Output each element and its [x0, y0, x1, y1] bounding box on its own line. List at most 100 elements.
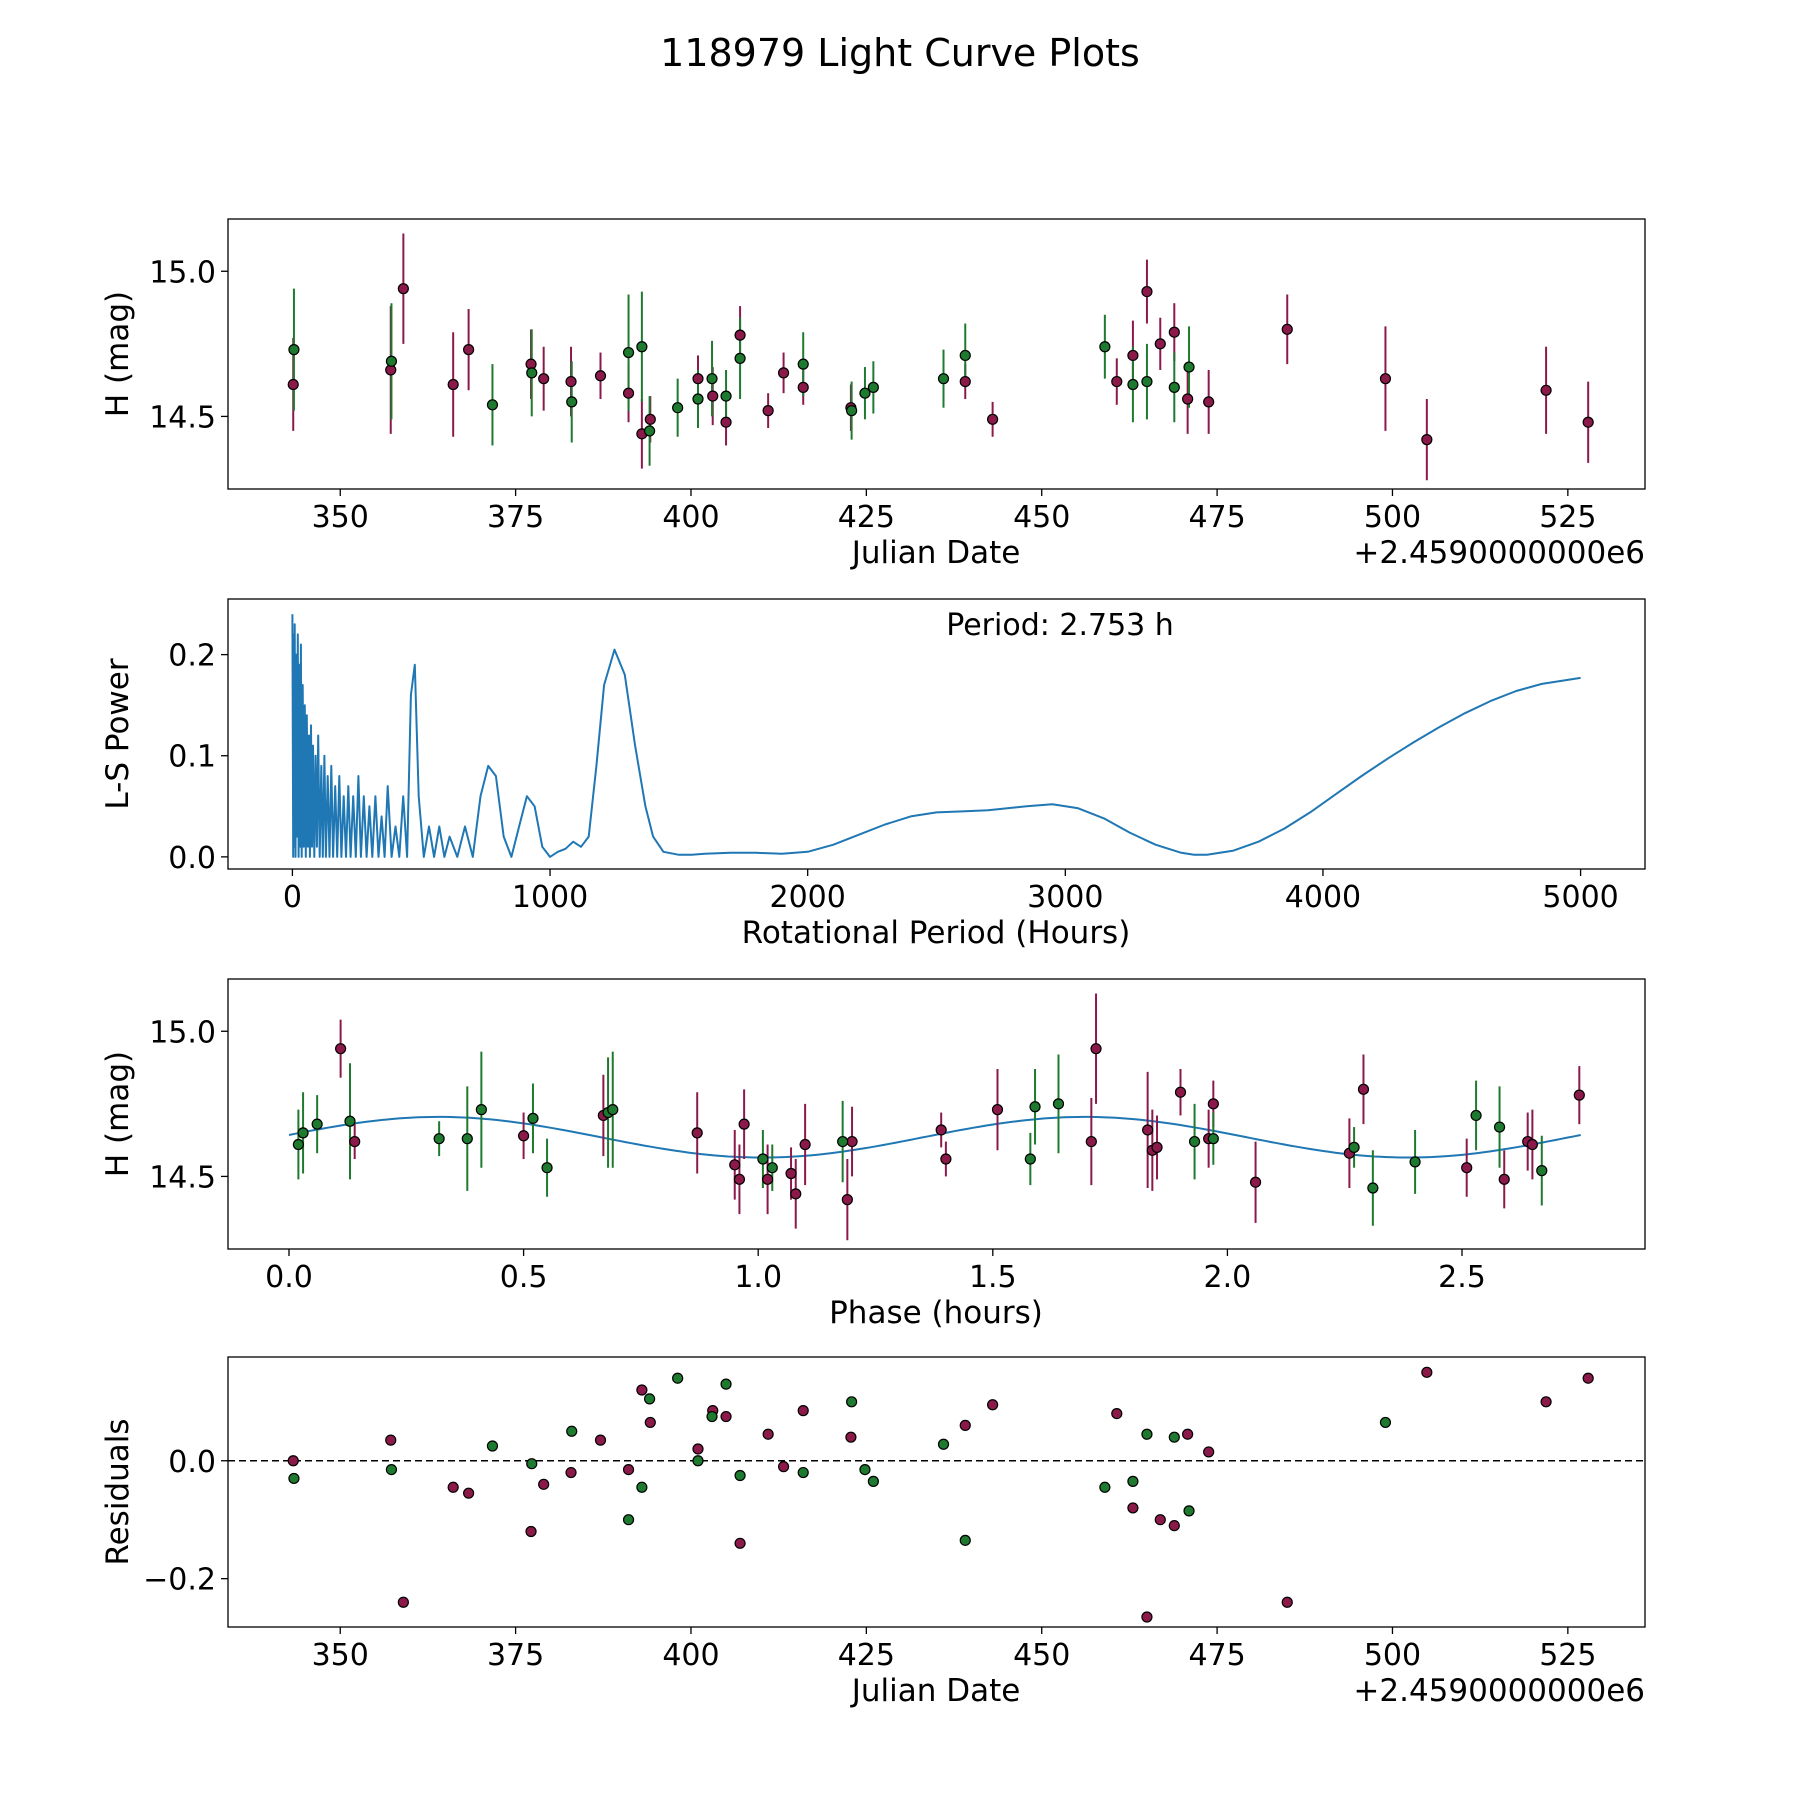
y-tick-label: 0.2 — [168, 639, 216, 674]
data-point — [1249, 1176, 1262, 1188]
data-point — [797, 358, 809, 370]
data-point — [1183, 361, 1195, 373]
x-tick-label: 425 — [838, 500, 895, 535]
data-point — [762, 405, 774, 417]
x-tick-label: 350 — [312, 1638, 369, 1673]
data-point — [1127, 349, 1139, 362]
residuals-panel: 350 375 400 425 450 475 500 525 −0.2 0.0 Julian Da… — [100, 1356, 1646, 1709]
data-point — [644, 413, 656, 425]
x-tick-label: 500 — [1364, 500, 1421, 535]
data-point — [867, 1475, 879, 1487]
data-point — [797, 1405, 809, 1417]
data-point — [433, 1133, 445, 1145]
x-tick-label: 2.0 — [1204, 1260, 1252, 1295]
data-point — [566, 1425, 578, 1437]
data-point — [594, 1434, 607, 1446]
data-point — [940, 1153, 952, 1165]
data-point — [1099, 1481, 1111, 1493]
data-point — [1127, 1502, 1139, 1514]
data-point — [1357, 1083, 1370, 1095]
data-point — [937, 1438, 950, 1450]
data-point — [292, 1138, 304, 1151]
data-point — [397, 283, 409, 295]
data-point — [1174, 1086, 1187, 1098]
data-point — [1168, 381, 1180, 393]
x-tick-label: 375 — [487, 1638, 544, 1673]
data-point — [385, 1434, 397, 1446]
data-point — [692, 393, 704, 405]
data-point — [757, 1153, 769, 1165]
data-point — [335, 1043, 347, 1055]
data-point — [1168, 326, 1180, 338]
data-point — [526, 367, 538, 379]
data-point — [517, 1130, 530, 1142]
x-tick-label: 475 — [1188, 500, 1245, 535]
x-tick-label: 2.5 — [1438, 1260, 1486, 1295]
data-point — [1168, 1520, 1180, 1532]
data-point — [287, 378, 299, 391]
data-point — [447, 1481, 459, 1493]
data-point — [297, 1127, 309, 1139]
data-point — [1379, 373, 1392, 385]
data-point — [1141, 285, 1153, 298]
data-point — [959, 375, 971, 388]
data-point — [1141, 1428, 1153, 1440]
data-point — [692, 373, 704, 385]
x-tick-label: 0 — [283, 880, 302, 915]
data-point — [738, 1118, 750, 1130]
y-tick-label: 15.0 — [149, 255, 216, 290]
x-axis-label: Julian Date — [850, 1673, 1021, 1709]
x-axis-label: Julian Date — [850, 535, 1021, 571]
x-tick-label: 0.0 — [265, 1260, 313, 1295]
axes-frame — [227, 978, 1646, 1250]
data-point — [538, 1478, 550, 1490]
data-point — [706, 373, 718, 385]
data-point — [1421, 1366, 1433, 1378]
data-point — [397, 1596, 409, 1608]
data-point — [1409, 1156, 1421, 1168]
data-point — [691, 1127, 703, 1139]
x-axis-label: Phase (hours) — [829, 1295, 1043, 1331]
data-point — [1099, 341, 1111, 353]
data-point — [720, 1378, 732, 1390]
data-point — [1470, 1109, 1482, 1122]
x-tick-label: 3000 — [1027, 880, 1103, 915]
x-tick-label: 4000 — [1285, 880, 1361, 915]
x-tick-label: 450 — [1013, 1638, 1070, 1673]
data-point — [867, 381, 879, 393]
data-point — [859, 1463, 871, 1476]
data-point — [987, 1399, 999, 1411]
data-point — [1090, 1043, 1102, 1055]
data-point — [1207, 1133, 1219, 1145]
x-tick-label: 0.5 — [500, 1260, 548, 1295]
data-point — [1348, 1141, 1360, 1153]
data-point — [672, 1372, 684, 1384]
data-point — [288, 344, 300, 356]
y-axis-label: Residuals — [100, 1418, 136, 1565]
x-tick-label: 1000 — [512, 880, 588, 915]
data-point — [526, 1458, 538, 1470]
data-point — [734, 329, 746, 341]
x-offset-label: +2.4590000000e6 — [1353, 1673, 1645, 1709]
data-point — [461, 1133, 473, 1145]
axes-frame — [227, 598, 1646, 870]
y-axis-label: L-S Power — [100, 658, 136, 809]
data-point — [1498, 1173, 1510, 1185]
periodogram-line — [291, 614, 1581, 858]
data-point — [525, 1525, 537, 1538]
data-point — [1182, 1428, 1194, 1440]
data-point — [541, 1162, 553, 1174]
data-point — [1379, 1416, 1392, 1429]
data-point — [1582, 416, 1594, 428]
data-point — [1127, 378, 1139, 391]
data-point — [734, 1469, 746, 1482]
data-point — [1582, 1372, 1594, 1384]
y-axis-label: H (mag) — [100, 291, 136, 417]
data-point — [762, 1428, 774, 1440]
data-point — [1540, 384, 1552, 396]
data-point — [349, 1135, 361, 1148]
data-point — [859, 387, 871, 399]
phase-folded-panel: 0.0 0.5 1.0 1.5 2.0 2.5 14.5 15.0 Phase (hours) H… — [100, 978, 1646, 1331]
data-point — [797, 381, 809, 393]
y-tick-label: 0.0 — [168, 841, 216, 876]
